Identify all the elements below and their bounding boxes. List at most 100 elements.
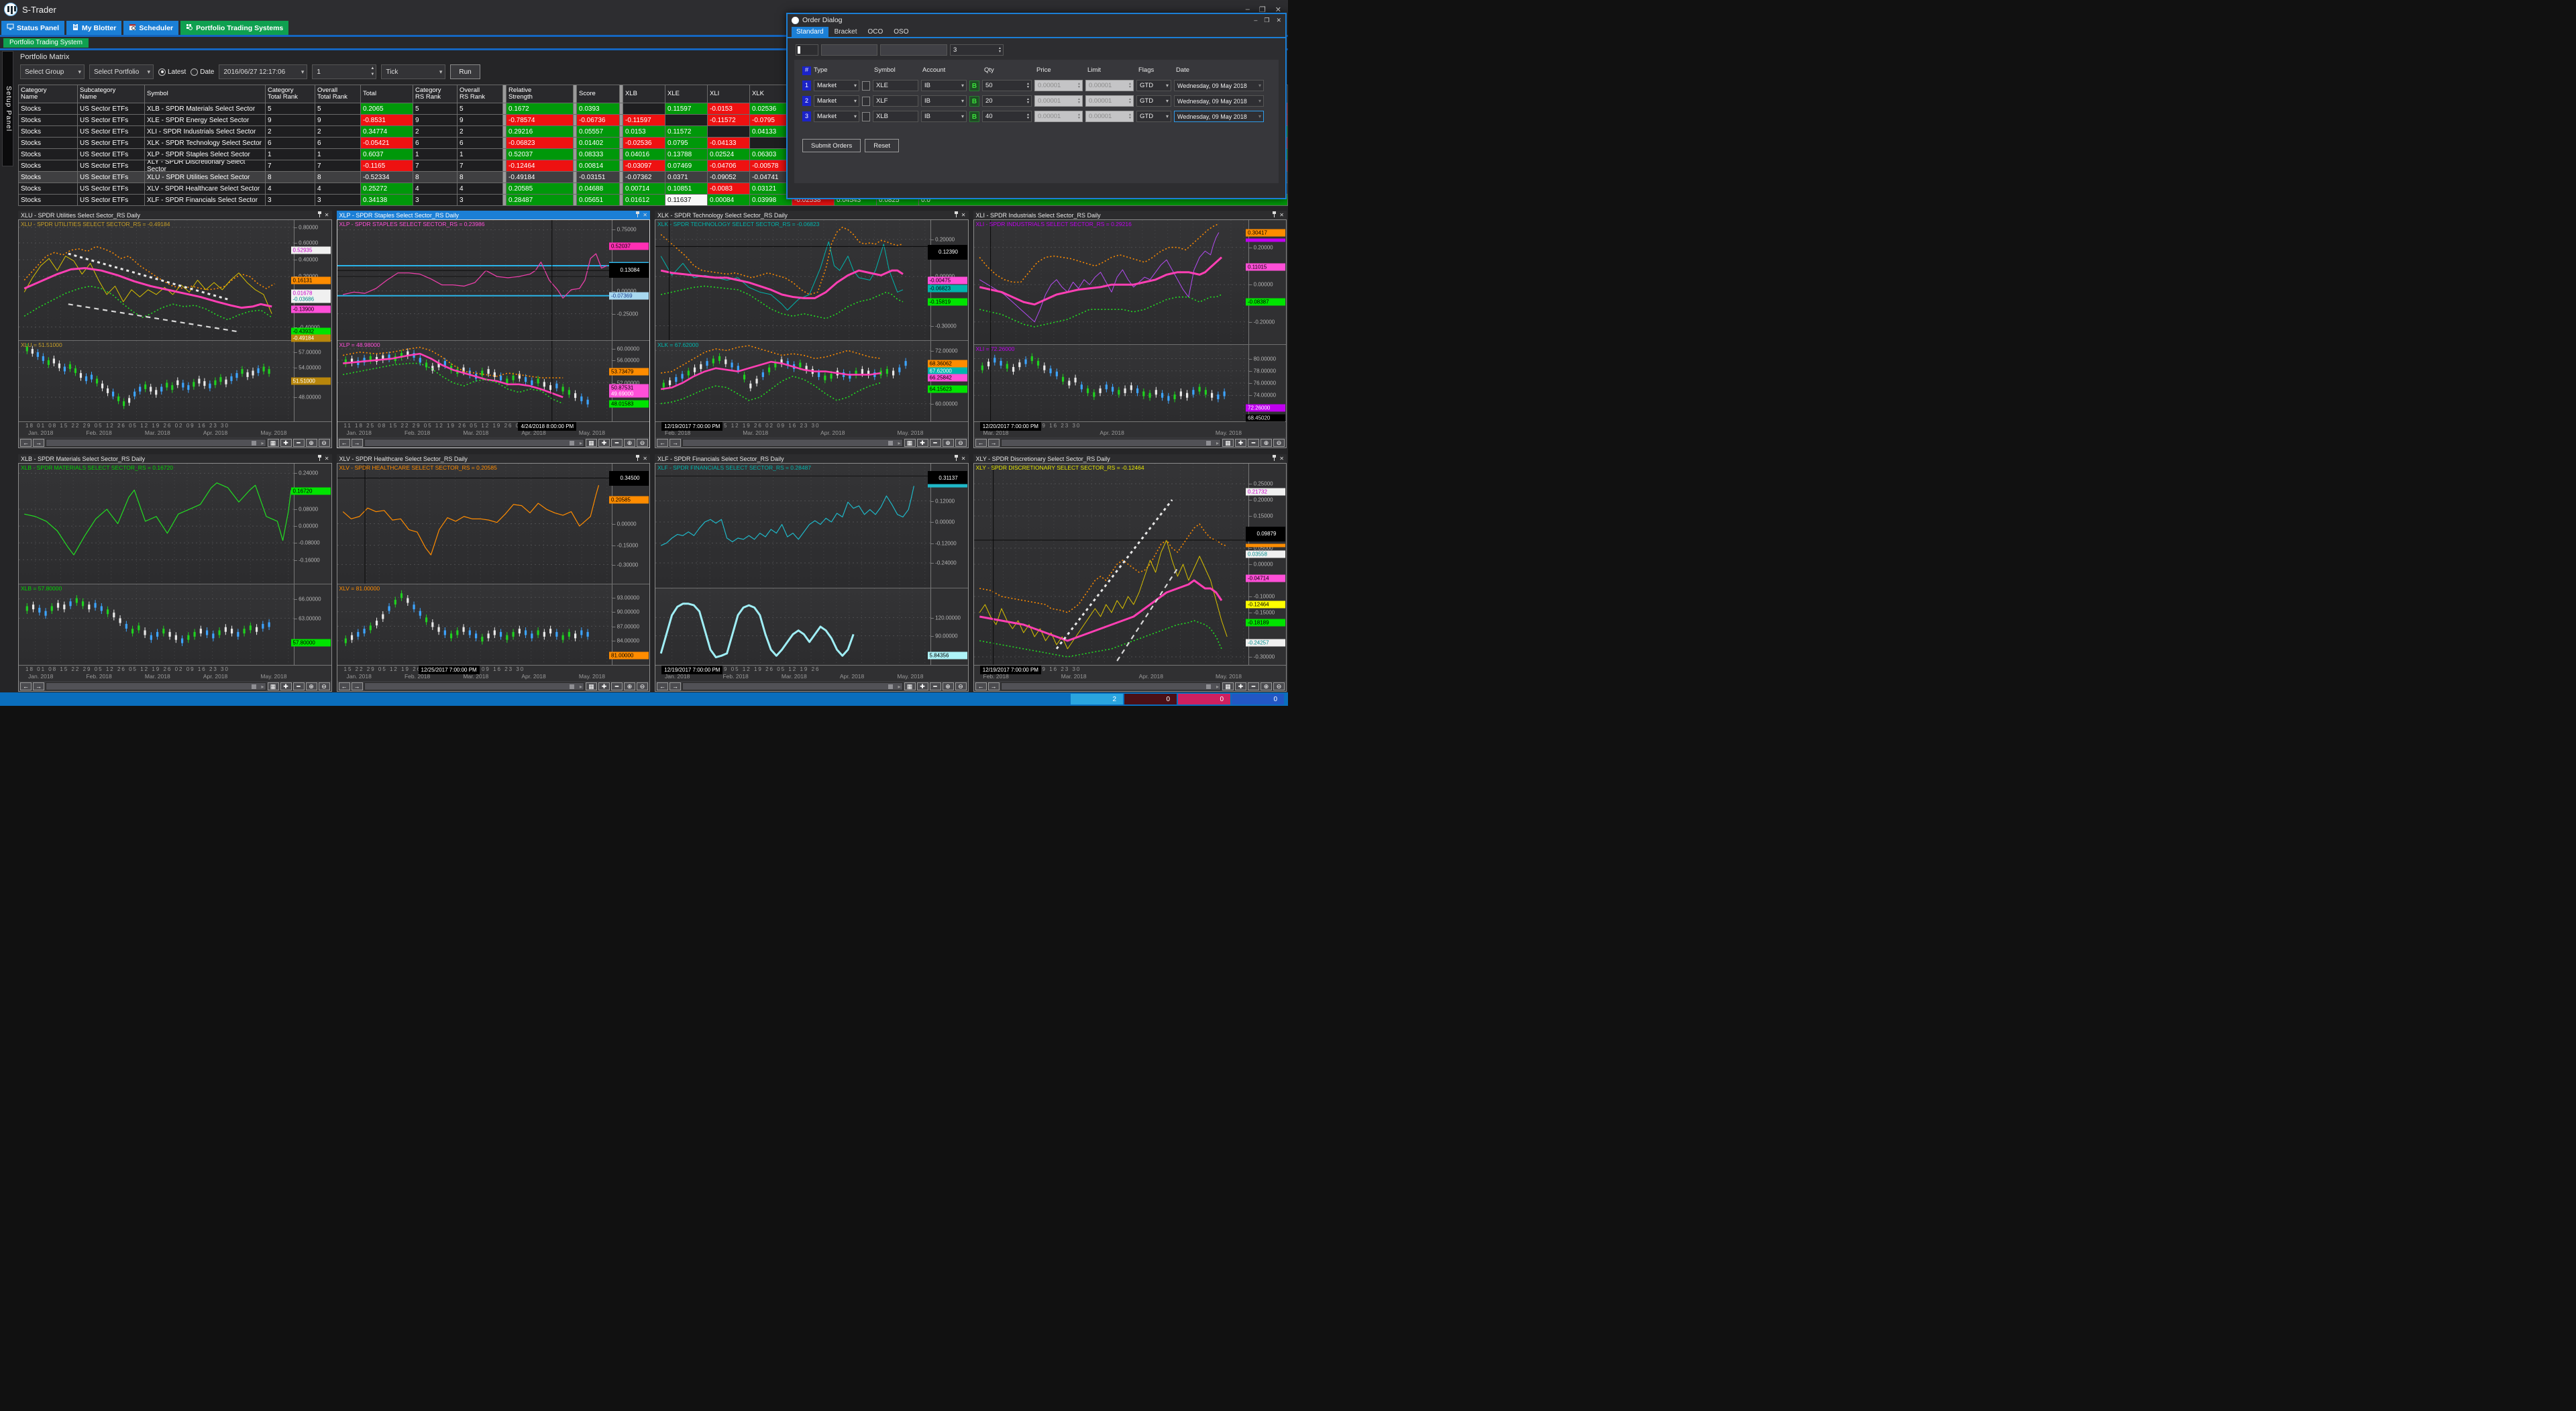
- matrix-cell[interactable]: Stocks: [19, 183, 78, 195]
- matrix-cell[interactable]: 4: [458, 183, 503, 195]
- scroll-right-button[interactable]: →: [669, 439, 681, 447]
- scrollbar-thumb[interactable]: [1206, 441, 1211, 446]
- tab-portfolio-trading-systems[interactable]: Portfolio Trading Systems: [180, 21, 288, 35]
- buy-side-button[interactable]: B: [969, 96, 979, 107]
- count-stepper[interactable]: 1▲▼: [312, 64, 376, 79]
- scrollbar-thumb[interactable]: [252, 684, 256, 689]
- column-header-overall[interactable]: Overall RS Rank: [458, 85, 503, 103]
- pin-icon[interactable]: [635, 455, 640, 462]
- matrix-cell[interactable]: -0.8531: [361, 115, 413, 126]
- matrix-cell[interactable]: 6: [458, 138, 503, 149]
- matrix-cell[interactable]: 4: [266, 183, 315, 195]
- order-type-select[interactable]: Market: [814, 95, 859, 107]
- dialog-tab-bracket[interactable]: Bracket: [830, 27, 862, 37]
- matrix-cell[interactable]: 9: [315, 115, 361, 126]
- scroll-right-button[interactable]: →: [33, 682, 44, 690]
- scrollbar-thumb[interactable]: [888, 684, 893, 689]
- close-icon[interactable]: ✕: [961, 456, 966, 462]
- matrix-cell[interactable]: -0.11597: [623, 115, 665, 126]
- zoom-out-button[interactable]: ⊖: [1273, 682, 1285, 690]
- matrix-cell[interactable]: -0.0083: [708, 183, 750, 195]
- matrix-cell[interactable]: 2: [413, 126, 458, 138]
- close-icon[interactable]: ✕: [643, 212, 647, 218]
- symbol-checkbox[interactable]: [862, 97, 870, 106]
- matrix-cell[interactable]: 9: [266, 115, 315, 126]
- matrix-cell[interactable]: -0.11572: [708, 115, 750, 126]
- order-limit-stepper[interactable]: 0.00001▲▼: [1085, 80, 1134, 91]
- zoom-in-button[interactable]: ⊕: [943, 682, 954, 690]
- order-flags-select[interactable]: GTD: [1136, 80, 1171, 91]
- matrix-cell[interactable]: 0.08333: [577, 149, 620, 160]
- chart-plot[interactable]: XLB = 57.80000: [19, 584, 294, 665]
- matrix-cell[interactable]: Stocks: [19, 160, 78, 172]
- matrix-cell[interactable]: 0.11597: [665, 103, 708, 115]
- matrix-cell[interactable]: US Sector ETFs: [78, 172, 145, 183]
- matrix-cell[interactable]: 0.0795: [665, 138, 708, 149]
- matrix-cell[interactable]: -0.04706: [708, 160, 750, 172]
- order-symbol-input[interactable]: XLB: [873, 111, 918, 122]
- zoom-in-button[interactable]: ⊕: [624, 439, 635, 447]
- scroll-left-button[interactable]: ←: [339, 439, 350, 447]
- matrix-cell[interactable]: 0.01612: [623, 195, 665, 206]
- chart-plot[interactable]: XLK - SPDR TECHNOLOGY SELECT SECTOR_RS =…: [655, 220, 930, 340]
- chart-plot[interactable]: XLF - SPDR FINANCIALS SELECT SECTOR_RS =…: [655, 464, 930, 588]
- chart-title-bar[interactable]: XLY - SPDR Discretionary Select Sector_R…: [973, 454, 1287, 463]
- chart-title-bar[interactable]: XLF - SPDR Financials Select Sector_RS D…: [655, 454, 969, 463]
- order-date-picker[interactable]: Wednesday, 09 May 2018: [1174, 95, 1264, 107]
- order-limit-stepper[interactable]: 0.00001▲▼: [1085, 111, 1134, 122]
- matrix-cell[interactable]: 7: [458, 160, 503, 172]
- chart-scrollbar[interactable]: ▸: [46, 439, 266, 447]
- scroll-right-button[interactable]: →: [33, 439, 44, 447]
- remove-button[interactable]: ━: [293, 682, 305, 690]
- column-header-symbol[interactable]: Symbol: [145, 85, 266, 103]
- matrix-cell[interactable]: 1: [266, 149, 315, 160]
- pin-icon[interactable]: [317, 455, 322, 462]
- matrix-cell[interactable]: -0.09052: [708, 172, 750, 183]
- order-account-select[interactable]: IB: [921, 111, 967, 122]
- chart-plot[interactable]: XLY - SPDR DISCRETIONARY SELECT SECTOR_R…: [974, 464, 1249, 665]
- pin-icon[interactable]: [317, 211, 322, 219]
- matrix-cell[interactable]: 5: [266, 103, 315, 115]
- dialog-maximize-button[interactable]: ❐: [1264, 17, 1269, 24]
- matrix-cell[interactable]: -0.12464: [506, 160, 574, 172]
- matrix-cell[interactable]: 5: [315, 103, 361, 115]
- scroll-right-button[interactable]: →: [988, 439, 1000, 447]
- matrix-cell[interactable]: 0.10851: [665, 183, 708, 195]
- matrix-cell[interactable]: 0.52037: [506, 149, 574, 160]
- chart-title-bar[interactable]: XLI - SPDR Industrials Select Sector_RS …: [973, 211, 1287, 219]
- column-header-xlb[interactable]: XLB: [623, 85, 665, 103]
- remove-button[interactable]: ━: [930, 682, 941, 690]
- matrix-cell[interactable]: Stocks: [19, 149, 78, 160]
- buy-side-button[interactable]: B: [969, 111, 979, 122]
- chart-plot[interactable]: XLP - SPDR STAPLES SELECT SECTOR_RS = 0.…: [337, 220, 612, 340]
- zoom-in-button[interactable]: ⊕: [624, 682, 635, 690]
- stepper-up-icon[interactable]: ▲: [370, 67, 374, 70]
- group-select[interactable]: Select Group: [20, 64, 85, 79]
- scroll-right-button[interactable]: →: [669, 682, 681, 690]
- bar-spacing-button[interactable]: ▦: [586, 682, 597, 690]
- column-header-subcategory[interactable]: Subcategory Name: [78, 85, 145, 103]
- matrix-cell[interactable]: XLP - SPDR Staples Select Sector: [145, 149, 266, 160]
- close-icon[interactable]: ✕: [1279, 212, 1284, 218]
- date-radio[interactable]: Date: [191, 68, 214, 76]
- stepper-down-icon[interactable]: ▼: [370, 73, 374, 76]
- symbol-checkbox[interactable]: [862, 81, 870, 91]
- scrollbar-thumb[interactable]: [1206, 684, 1211, 689]
- matrix-cell[interactable]: Stocks: [19, 103, 78, 115]
- chart-plot[interactable]: XLI - SPDR INDUSTRIALS SELECT SECTOR_RS …: [974, 220, 1249, 344]
- column-header-category[interactable]: Category Total Rank: [266, 85, 315, 103]
- scroll-left-button[interactable]: ←: [657, 439, 668, 447]
- matrix-cell[interactable]: 0.20585: [506, 183, 574, 195]
- chart-scrollbar[interactable]: ▸: [46, 682, 266, 690]
- matrix-cell[interactable]: 0.04688: [577, 183, 620, 195]
- matrix-cell[interactable]: 3: [266, 195, 315, 206]
- tab-scheduler[interactable]: Scheduler: [123, 21, 178, 35]
- reset-button[interactable]: Reset: [865, 139, 899, 152]
- matrix-cell[interactable]: XLE - SPDR Energy Select Sector: [145, 115, 266, 126]
- bar-spacing-button[interactable]: ▦: [904, 682, 916, 690]
- pin-icon[interactable]: [635, 211, 640, 219]
- order-type-select[interactable]: Market: [814, 111, 859, 122]
- matrix-cell[interactable]: Stocks: [19, 195, 78, 206]
- bar-spacing-button[interactable]: ▦: [1222, 682, 1234, 690]
- matrix-cell[interactable]: US Sector ETFs: [78, 160, 145, 172]
